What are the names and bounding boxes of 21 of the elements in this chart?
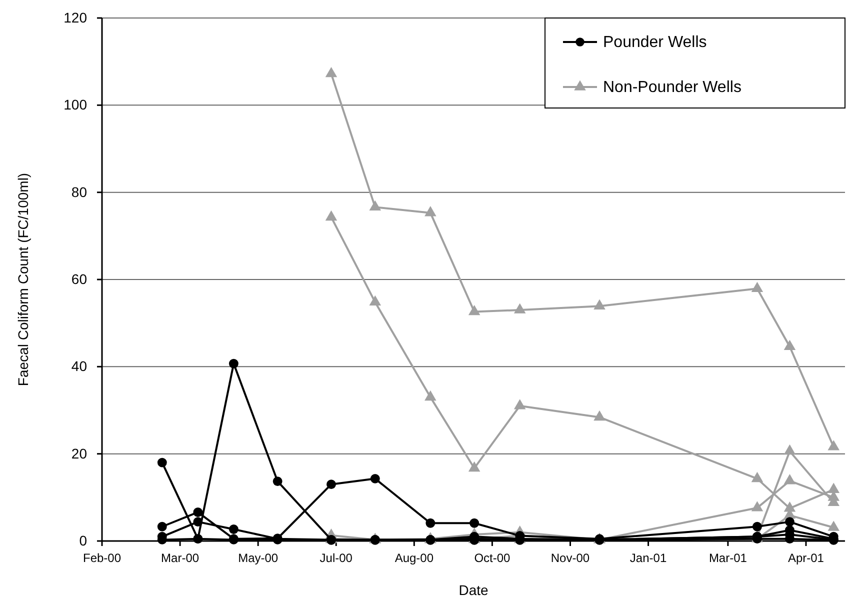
y-tick-label: 20 xyxy=(71,445,88,462)
x-tick-label: Jan-01 xyxy=(630,551,667,566)
legend-label: Pounder Wells xyxy=(603,34,707,51)
x-tick-label: Feb-00 xyxy=(82,551,122,566)
y-tick-label: 120 xyxy=(64,9,88,26)
y-tick-label: 40 xyxy=(71,358,88,374)
y-tick-label: 100 xyxy=(64,96,88,113)
x-tick-label: Mar-01 xyxy=(708,551,748,566)
x-tick-label: Jul-00 xyxy=(320,551,353,566)
y-tick-label: 0 xyxy=(79,532,88,548)
x-tick-label: Oct-00 xyxy=(474,551,511,566)
x-tick-label: Apr-01 xyxy=(788,551,824,566)
x-tick-label: Mar-00 xyxy=(161,551,200,566)
x-axis-title: Date xyxy=(458,582,488,598)
legend-label: Non-Pounder Wells xyxy=(603,79,742,96)
y-tick-label: 60 xyxy=(71,270,88,287)
x-tick-label: Nov-00 xyxy=(550,551,590,566)
y-axis-title: Faecal Coliform Count (FC/100ml) xyxy=(15,172,31,386)
x-tick-label: Aug-00 xyxy=(394,551,434,566)
y-tick-label: 80 xyxy=(71,184,88,200)
x-tick-label: May-00 xyxy=(238,551,278,566)
